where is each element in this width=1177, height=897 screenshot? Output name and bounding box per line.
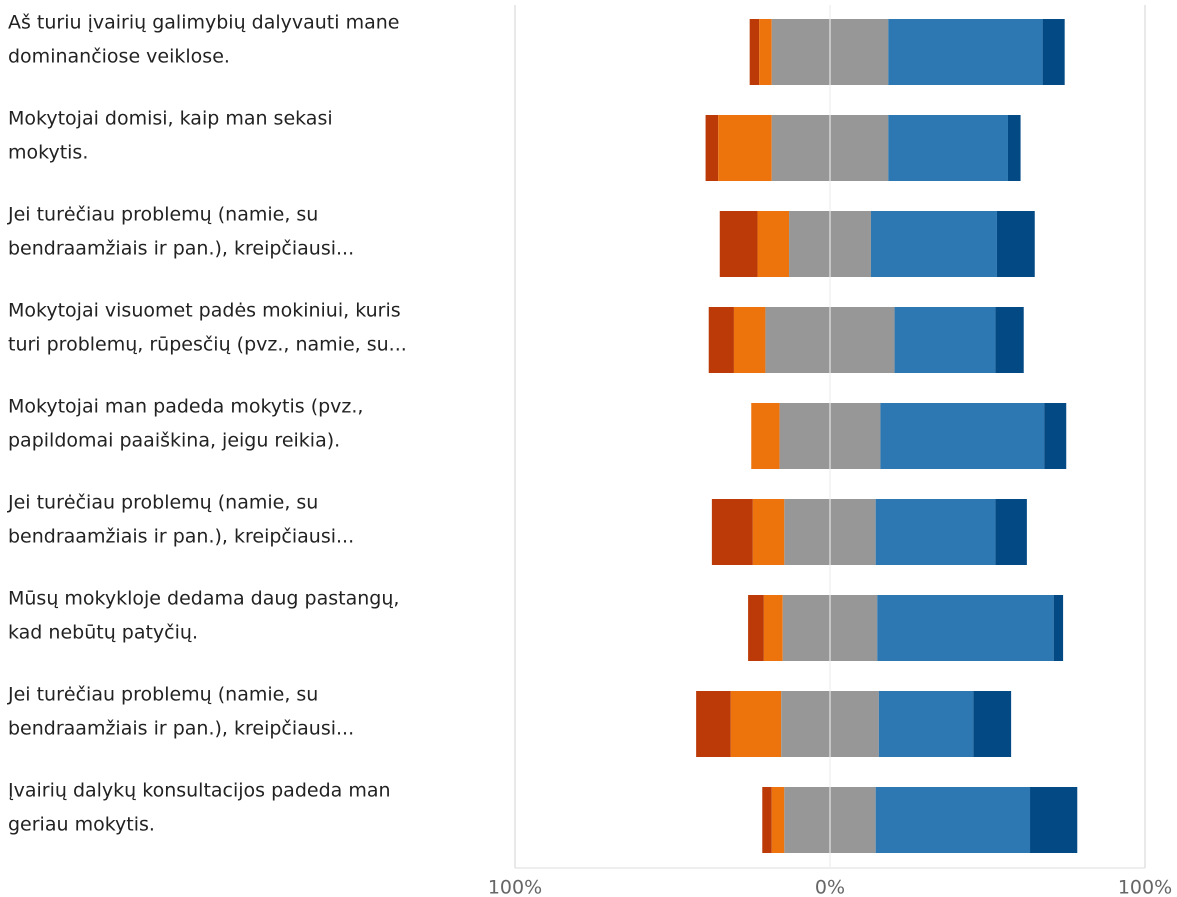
bar-segment	[877, 595, 1054, 661]
category-label: Įvairių dalykų konsultacijos padeda man	[8, 780, 391, 802]
bar-segment	[711, 499, 753, 565]
bar-segment	[888, 19, 1043, 85]
category-label: papildomai paaiškina, jeigu reikia).	[8, 430, 340, 452]
category-label: kad nebūtų patyčių.	[8, 622, 198, 644]
bar-segment	[771, 787, 785, 853]
bar-segment	[718, 115, 772, 181]
bar-segment	[719, 211, 758, 277]
bar-segment	[759, 19, 772, 85]
bar-segment	[762, 787, 772, 853]
category-label: bendraamžiais ir pan.), kreipčiausi...	[8, 238, 354, 260]
bar-segment	[894, 307, 996, 373]
bar-segment	[696, 691, 731, 757]
bar-segment	[875, 499, 996, 565]
bar-segment	[1030, 787, 1078, 853]
bar-segment	[973, 691, 1012, 757]
category-label: Mokytojai visuomet padės mokiniui, kuris	[8, 300, 401, 322]
bar-segment	[870, 211, 997, 277]
bar-segment	[1007, 115, 1021, 181]
category-label: bendraamžiais ir pan.), kreipčiausi...	[8, 718, 354, 740]
x-tick-label: 0%	[815, 877, 845, 897]
category-label: turi problemų, rūpesčių (pvz., namie, su…	[8, 334, 407, 356]
bar-segment	[875, 787, 1031, 853]
x-tick-label: 100%	[1118, 877, 1172, 897]
bar-segment	[763, 595, 783, 661]
bar-segment	[878, 691, 974, 757]
bar-segment	[1053, 595, 1064, 661]
category-label: Jei turėčiau problemų (namie, su	[7, 684, 318, 706]
category-label: Mokytojai domisi, kaip man sekasi	[8, 108, 333, 130]
bar-segment	[888, 115, 1008, 181]
x-tick-label: 100%	[488, 877, 542, 897]
bar-segment	[1042, 19, 1065, 85]
category-label: mokytis.	[8, 142, 88, 164]
category-label: Jei turėčiau problemų (namie, su	[7, 492, 318, 514]
bar-segment	[749, 19, 760, 85]
bar-segment	[995, 307, 1024, 373]
bar-segment	[757, 211, 790, 277]
category-label: Mūsų mokykloje dedama daug pastangų,	[8, 588, 399, 610]
bar-segment	[705, 115, 719, 181]
category-label: bendraamžiais ir pan.), kreipčiausi...	[8, 526, 354, 548]
bar-segment	[730, 691, 782, 757]
bar-segment	[751, 403, 780, 469]
category-label: Jei turėčiau problemų (namie, su	[7, 204, 318, 226]
bar-segment	[995, 499, 1027, 565]
bar-segment	[752, 499, 785, 565]
category-label: Mokytojai man padeda mokytis (pvz.,	[8, 396, 363, 418]
bar-segment	[996, 211, 1035, 277]
bar-segment	[733, 307, 766, 373]
bar-segment	[748, 595, 764, 661]
category-label: geriau mokytis.	[8, 814, 155, 836]
bar-segment	[880, 403, 1045, 469]
category-label: Aš turiu įvairių galimybių dalyvauti man…	[8, 12, 399, 34]
category-label: dominančiose veiklose.	[8, 46, 230, 68]
bar-segment	[708, 307, 734, 373]
bar-segment	[1044, 403, 1067, 469]
